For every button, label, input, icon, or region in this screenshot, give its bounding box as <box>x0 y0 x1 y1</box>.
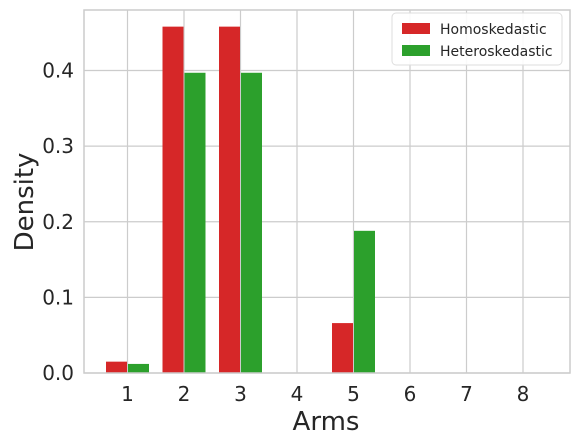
y-tick-label: 0.3 <box>42 134 74 158</box>
bar-homoskedastic-1 <box>106 361 127 373</box>
bar-heteroskedastic-3 <box>241 72 262 374</box>
bar-heteroskedastic-2 <box>184 72 206 374</box>
x-tick-label: 6 <box>404 382 417 406</box>
y-tick-label: 0.2 <box>42 210 74 234</box>
x-axis-label: Arms <box>293 407 360 437</box>
x-tick-label: 4 <box>291 382 304 406</box>
x-tick-label: 2 <box>178 382 191 406</box>
x-tick-label: 3 <box>234 382 247 406</box>
legend-label-homoskedastic: Homoskedastic <box>440 22 547 38</box>
x-tick-label: 1 <box>121 382 134 406</box>
y-tick-label: 0.4 <box>42 59 74 83</box>
bar-heteroskedastic-5 <box>354 230 375 373</box>
legend: Homoskedastic Heteroskedastic <box>391 12 563 66</box>
y-tick-label: 0.1 <box>42 285 74 309</box>
bar-homoskedastic-5 <box>332 323 353 373</box>
legend-label-heteroskedastic: Heteroskedastic <box>440 44 553 60</box>
legend-box <box>391 12 563 66</box>
plot-frame <box>83 9 571 374</box>
y-axis-label: Density <box>10 153 40 252</box>
x-tick-label: 8 <box>517 382 530 406</box>
legend-swatch-homoskedastic <box>402 23 430 34</box>
bar-homoskedastic-3 <box>219 26 240 373</box>
x-tick-label: 5 <box>347 382 360 406</box>
plot-border <box>83 9 571 374</box>
y-tick-label: 0.0 <box>42 361 74 385</box>
bar-layer <box>106 26 375 374</box>
tick-labels: 0.0 0.1 0.2 0.3 0.4 1 2 3 4 5 6 7 8 <box>42 59 529 407</box>
bar-heteroskedastic-1 <box>128 363 149 373</box>
x-tick-label: 7 <box>460 382 473 406</box>
legend-swatch-heteroskedastic <box>402 45 430 56</box>
bar-homoskedastic-2 <box>162 26 184 373</box>
